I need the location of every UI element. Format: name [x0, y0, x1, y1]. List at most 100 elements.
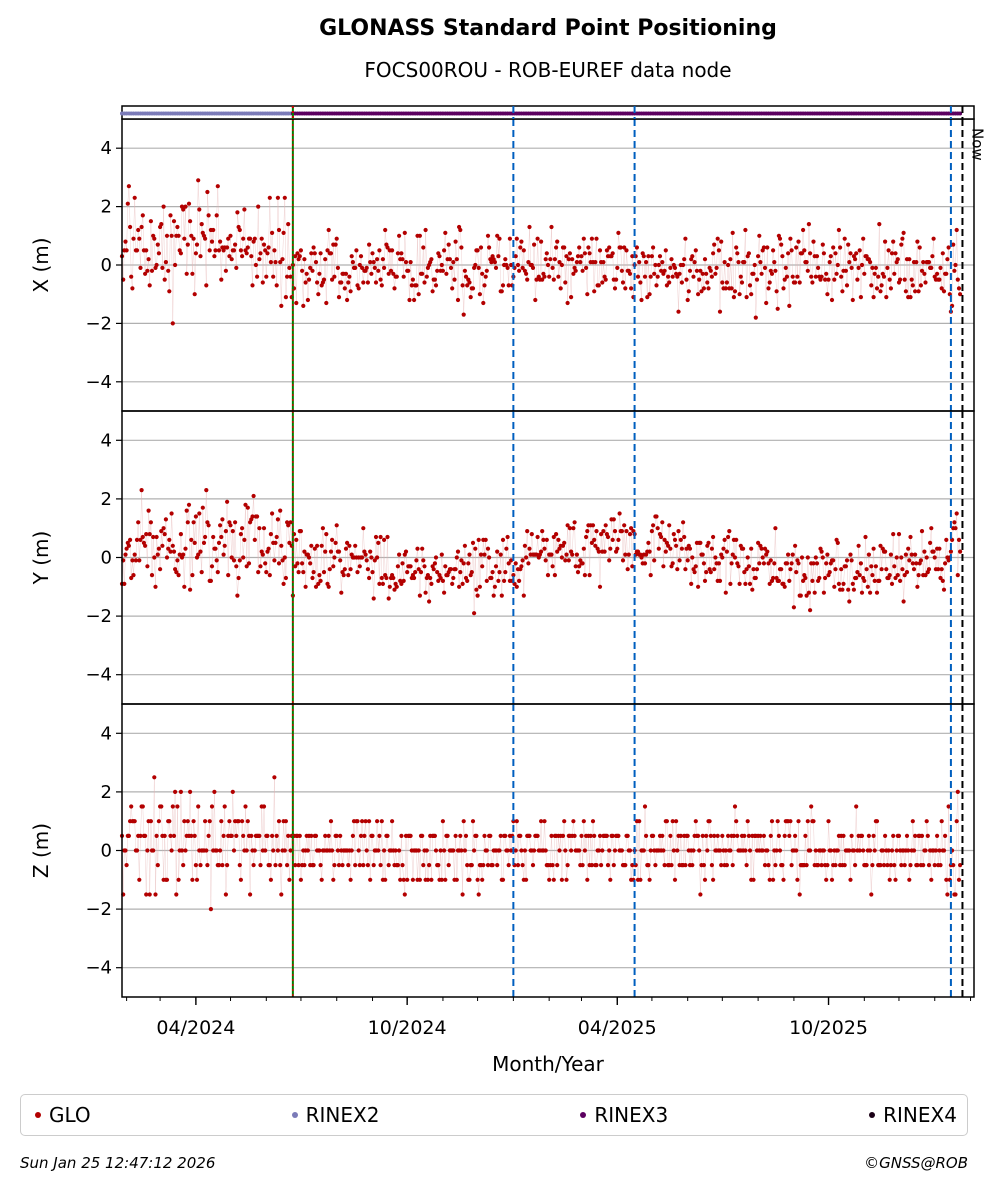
data-point	[216, 863, 222, 868]
data-point	[653, 262, 658, 268]
data-point	[939, 819, 944, 824]
data-point	[383, 877, 388, 882]
data-point	[421, 863, 426, 868]
data-point	[221, 552, 226, 557]
data-point	[594, 236, 599, 241]
data-point	[901, 599, 906, 604]
data-point	[126, 184, 131, 189]
data-point	[566, 257, 571, 262]
data-point	[466, 561, 471, 566]
data-point	[326, 227, 331, 233]
x-tick-label: 10/2024	[368, 1017, 447, 1039]
data-point	[723, 590, 728, 595]
data-point	[896, 833, 902, 839]
legend-item-rinex4: RINEX4	[869, 1103, 957, 1127]
data-point	[597, 248, 603, 253]
data-point	[477, 584, 482, 589]
data-point	[884, 295, 889, 300]
data-point	[821, 590, 827, 595]
data-point	[174, 892, 179, 897]
data-point	[597, 833, 603, 839]
data-point	[861, 236, 866, 241]
data-point	[158, 567, 163, 572]
data-point	[499, 289, 504, 294]
data-point	[825, 292, 830, 297]
data-point	[765, 848, 770, 853]
data-point	[469, 863, 474, 868]
data-point	[671, 848, 676, 853]
data-point	[213, 248, 218, 253]
y-axis-label: X (m)	[29, 237, 53, 292]
data-point	[293, 564, 298, 569]
data-point	[563, 280, 568, 285]
data-point	[454, 555, 459, 560]
data-point	[843, 268, 849, 273]
data-point	[898, 277, 903, 282]
data-point	[487, 245, 492, 250]
data-point	[385, 534, 390, 540]
data-point	[872, 848, 877, 853]
y-tick-label: 4	[101, 138, 112, 159]
data-point	[219, 277, 224, 282]
data-point	[342, 567, 347, 572]
data-point	[255, 514, 260, 519]
data-point	[218, 523, 223, 528]
data-point	[672, 537, 678, 543]
data-point	[706, 540, 711, 546]
y-tick-label: −4	[85, 958, 112, 979]
data-point	[346, 863, 351, 868]
data-point	[174, 570, 179, 575]
data-point	[256, 570, 261, 575]
data-point	[311, 570, 316, 575]
data-point	[893, 251, 898, 256]
data-point	[919, 268, 925, 273]
data-point	[176, 573, 181, 578]
data-point	[124, 546, 129, 551]
data-point	[477, 292, 482, 297]
data-point	[535, 236, 540, 241]
data-point	[190, 271, 195, 276]
data-point	[258, 564, 263, 569]
data-point	[660, 260, 665, 265]
data-point	[149, 573, 155, 578]
data-point	[146, 257, 151, 262]
data-point	[394, 274, 399, 279]
data-point	[465, 863, 470, 868]
data-point	[294, 300, 299, 306]
data-point	[571, 526, 576, 531]
data-point	[616, 833, 621, 839]
data-point	[802, 248, 807, 253]
data-point	[847, 599, 852, 604]
data-point	[506, 283, 511, 288]
data-point	[457, 584, 462, 589]
data-point	[361, 526, 366, 531]
data-point	[458, 227, 463, 233]
data-point	[704, 570, 709, 575]
data-point	[245, 245, 250, 250]
data-point	[448, 265, 454, 270]
data-point	[552, 573, 558, 578]
data-point	[713, 555, 718, 560]
data-point	[335, 848, 340, 853]
data-point	[601, 529, 606, 534]
data-point	[555, 549, 560, 554]
data-point	[667, 280, 672, 285]
data-point	[360, 555, 365, 560]
data-point	[944, 537, 949, 543]
x-tick-label: 10/2025	[789, 1017, 868, 1039]
data-point	[697, 277, 702, 282]
data-point	[199, 570, 204, 575]
data-point	[206, 213, 211, 218]
data-point	[163, 260, 168, 265]
data-point	[655, 274, 660, 279]
data-point	[330, 537, 335, 543]
rinex-strip	[120, 105, 975, 120]
data-point	[839, 567, 844, 572]
data-point	[599, 863, 604, 868]
data-point	[720, 555, 725, 560]
data-point	[443, 230, 448, 235]
data-point	[709, 546, 715, 551]
data-point	[129, 274, 134, 279]
data-point	[231, 558, 237, 563]
data-point	[794, 848, 799, 853]
